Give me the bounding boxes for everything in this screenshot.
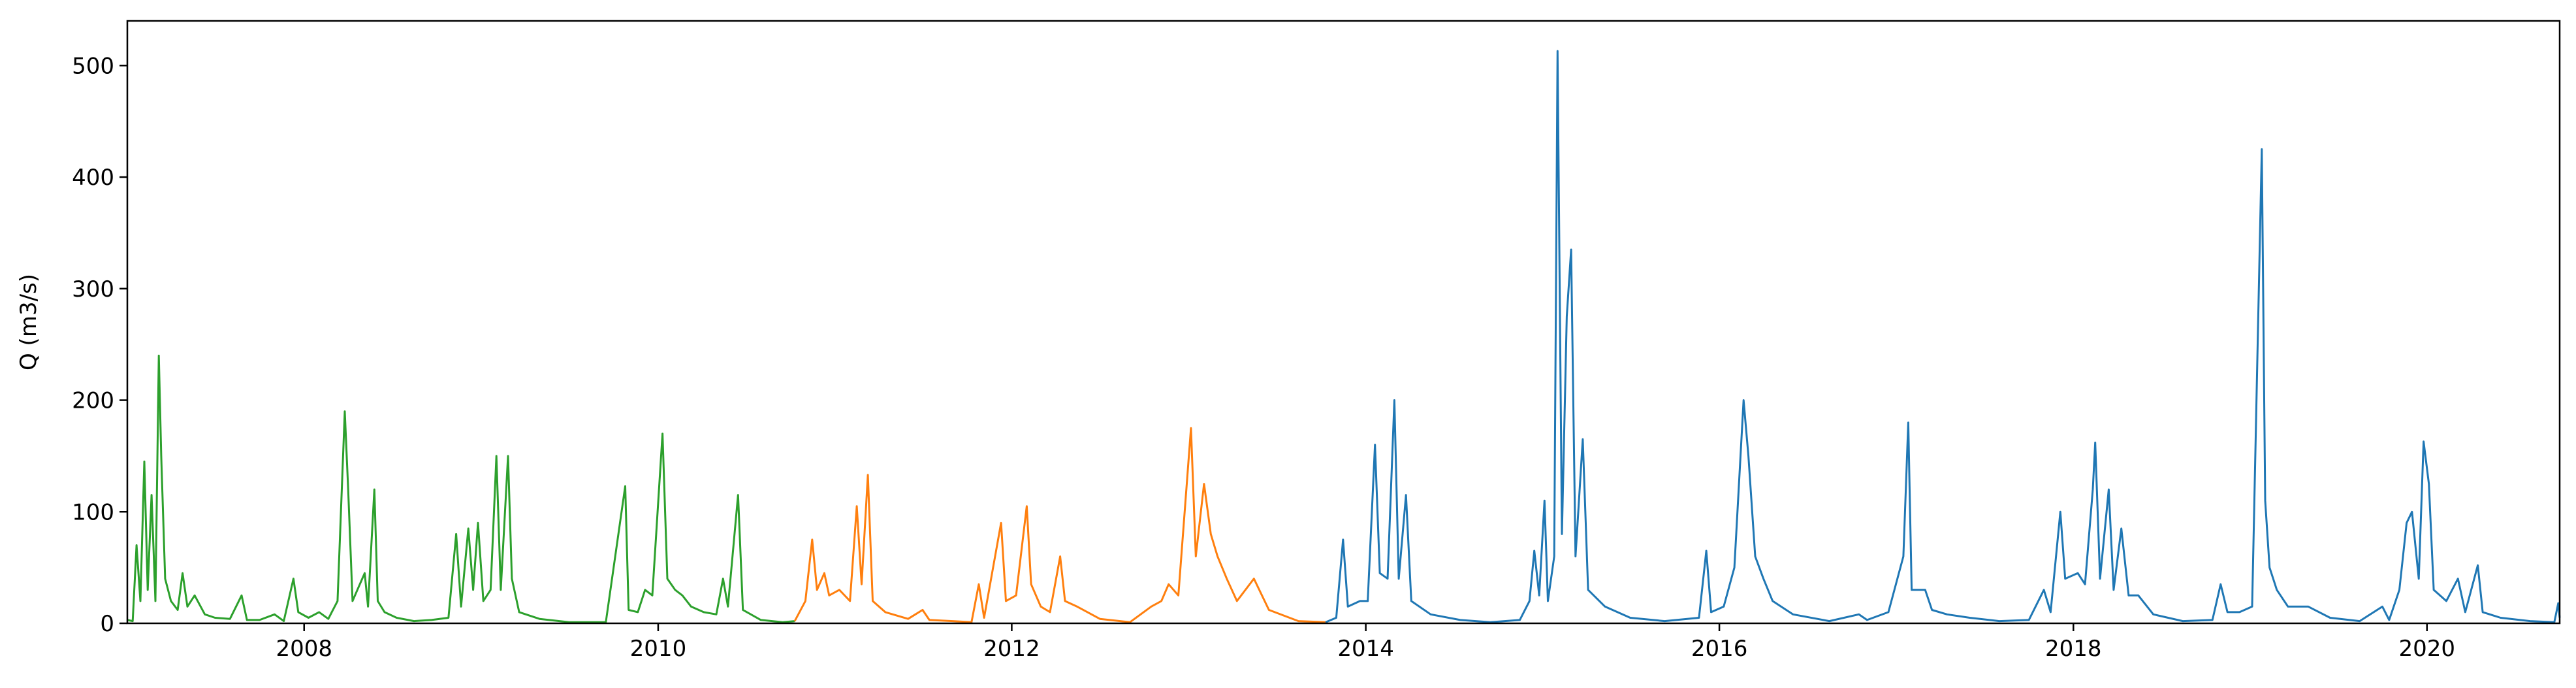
x-tick-label: 2020: [2398, 636, 2455, 662]
x-tick-label: 2016: [1691, 636, 1748, 662]
y-tick-label: 300: [72, 276, 114, 303]
x-axis: 2008 2010 2012 2014 2016 2018 2020: [276, 623, 2455, 662]
y-tick-label: 0: [100, 611, 114, 637]
x-tick-label: 2008: [276, 636, 332, 662]
series-line-3: [1325, 50, 2561, 623]
x-tick-label: 2014: [1337, 636, 1394, 662]
y-tick-label: 400: [72, 165, 114, 191]
y-tick-label: 200: [72, 388, 114, 414]
series-layer: [127, 50, 2561, 623]
x-tick-label: 2012: [983, 636, 1040, 662]
y-axis-label: Q (m3/s): [16, 274, 42, 370]
y-tick-label: 500: [72, 53, 114, 79]
y-axis: 0 100 200 300 400 500: [72, 53, 127, 637]
series-line-1: [127, 354, 795, 623]
series-line-2: [793, 427, 1326, 623]
x-tick-label: 2018: [2045, 636, 2102, 662]
plot-frame: [126, 20, 2561, 625]
y-tick-label: 100: [72, 499, 114, 525]
x-tick-label: 2010: [630, 636, 687, 662]
